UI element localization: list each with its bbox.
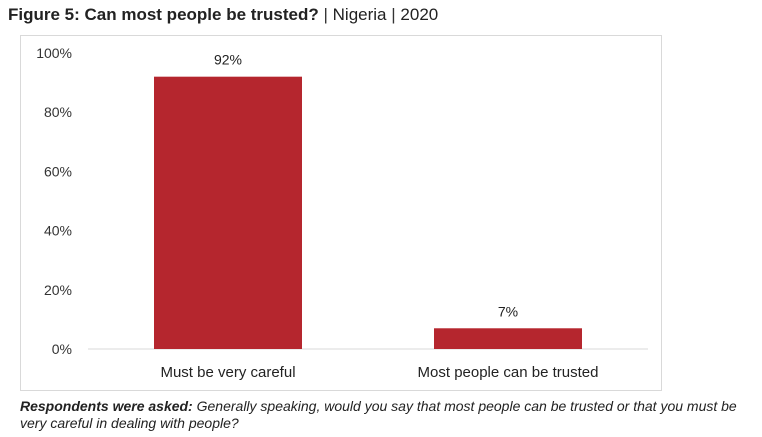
bar <box>154 76 302 350</box>
category-label: Most people can be trusted <box>418 364 599 381</box>
y-tick-label: 100% <box>36 45 72 61</box>
note-text: Generally speaking, would you say that m… <box>20 398 737 431</box>
y-tick-label: 0% <box>52 341 72 357</box>
y-tick-label: 40% <box>44 223 72 239</box>
note-lead: Respondents were asked: <box>20 398 193 414</box>
title-country: Nigeria <box>332 5 387 24</box>
chart-frame <box>20 35 662 391</box>
title-year: 2020 <box>400 5 439 24</box>
bar <box>434 328 582 349</box>
survey-question-note: Respondents were asked: Generally speaki… <box>20 398 755 432</box>
title-separator: | <box>391 5 396 24</box>
data-label: 92% <box>214 52 242 68</box>
title-main: Figure 5: Can most people be trusted? <box>8 5 319 24</box>
y-tick-label: 80% <box>44 104 72 120</box>
category-label: Must be very careful <box>160 364 295 381</box>
data-label: 7% <box>498 303 518 319</box>
figure-title: Figure 5: Can most people be trusted? | … <box>8 5 438 25</box>
title-separator: | <box>323 5 328 24</box>
y-tick-label: 20% <box>44 282 72 298</box>
y-tick-label: 60% <box>44 163 72 179</box>
